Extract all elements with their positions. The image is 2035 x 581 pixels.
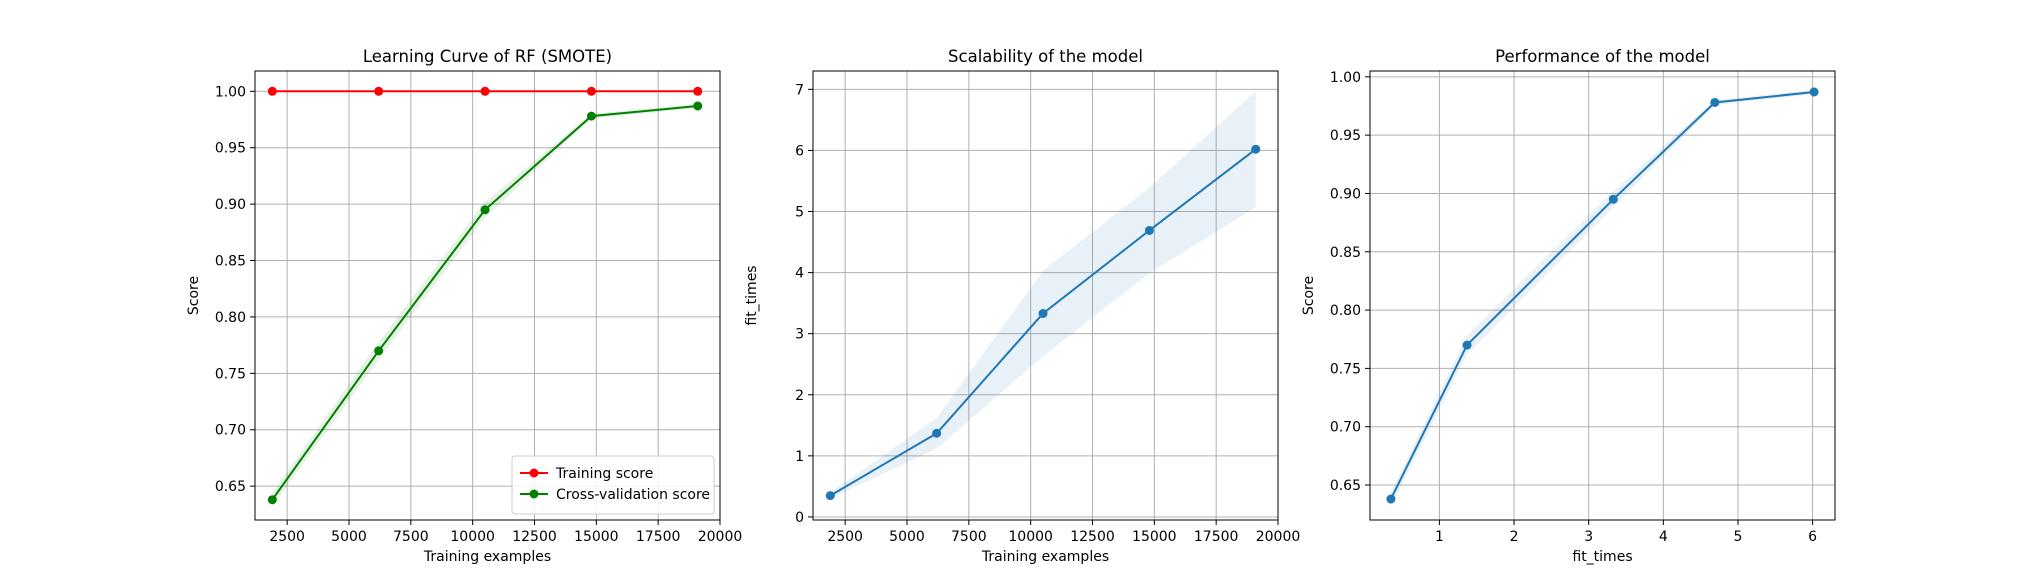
series-1-point — [1462, 340, 1472, 350]
y-tick-label: 0.90 — [215, 197, 246, 213]
x-tick-label: 20000 — [698, 529, 743, 545]
series-2-point — [586, 111, 596, 121]
series-1-line — [1390, 91, 1815, 500]
series-1-point — [374, 86, 384, 96]
x-tick-label: 2 — [1510, 529, 1519, 545]
y-tick-label: 1.00 — [1330, 70, 1361, 86]
chart-panel-3: 1 2 3 4 5 6 0.65 0.70 0.75 0.80 0.85 0.90 0.95 1.00 Pe… — [1301, 47, 1836, 565]
y-tick-label: 3 — [795, 327, 804, 343]
x-tick-label: 12500 — [1070, 529, 1115, 545]
series-1-point — [267, 86, 277, 96]
y-tick-label: 0.85 — [1330, 245, 1361, 261]
series-1-point — [932, 428, 942, 438]
x-axis-label: fit_times — [1572, 549, 1632, 565]
x-tick-label: 3 — [1584, 529, 1593, 545]
x-tick-label: 10000 — [450, 529, 495, 545]
y-axis-label: Score — [186, 276, 202, 315]
series-2-point — [374, 346, 384, 356]
series-1-point — [1809, 87, 1819, 97]
series-2-point — [693, 101, 703, 111]
y-tick-label: 5 — [795, 205, 804, 221]
legend-label: Training score — [555, 466, 653, 482]
y-tick-label: 0.70 — [1330, 420, 1361, 436]
y-tick-label: 0.85 — [215, 254, 246, 270]
series-2-point — [267, 495, 277, 505]
series-1-band — [830, 91, 1256, 499]
y-tick-label: 7 — [795, 82, 804, 98]
x-tick-label: 10000 — [1008, 529, 1053, 545]
x-tick-label: 2500 — [269, 529, 305, 545]
x-tick-label: 12500 — [512, 529, 557, 545]
legend-marker — [529, 489, 539, 499]
y-tick-label: 0.75 — [1330, 361, 1361, 377]
series-1-point — [1251, 144, 1261, 154]
y-tick-label: 0.65 — [215, 479, 246, 495]
series-2-line — [271, 105, 698, 501]
chart-title: Learning Curve of RF (SMOTE) — [363, 47, 612, 66]
y-tick-label: 0.95 — [1330, 128, 1361, 144]
x-tick-label: 15000 — [1132, 529, 1177, 545]
x-axis-label: Training examples — [423, 549, 551, 565]
y-tick-label: 2 — [795, 388, 804, 404]
y-tick-label: 6 — [795, 143, 804, 159]
plot-frame — [254, 70, 721, 521]
x-tick-label: 7500 — [393, 529, 429, 545]
y-tick-label: 0.90 — [1330, 186, 1361, 202]
y-axis-label: Score — [1301, 276, 1317, 315]
legend-box — [511, 455, 715, 515]
plot-frame — [1369, 70, 1836, 521]
legend: Training score Cross-validation score — [511, 455, 715, 515]
x-tick-label: 7500 — [951, 529, 987, 545]
plot-frame — [812, 70, 1279, 521]
y-tick-label: 0.70 — [215, 423, 246, 439]
legend-marker — [529, 468, 539, 478]
series-2-band — [272, 103, 698, 507]
series-1-band — [1390, 89, 1815, 506]
series-1-point — [1144, 225, 1154, 235]
series-2-point — [480, 205, 490, 215]
series-1-point — [693, 86, 703, 96]
series-1-point — [1386, 494, 1396, 504]
series-1-point — [825, 491, 835, 501]
x-tick-label: 2500 — [827, 529, 863, 545]
x-tick-label: 17500 — [1194, 529, 1239, 545]
y-tick-label: 4 — [795, 266, 804, 282]
y-tick-label: 1 — [795, 449, 804, 465]
y-axis-label: fit_times — [744, 265, 760, 325]
y-tick-label: 1.00 — [215, 84, 246, 100]
series-1-point — [586, 86, 596, 96]
y-tick-label: 0.95 — [215, 141, 246, 157]
series-1-point — [480, 86, 490, 96]
y-tick-label: 0 — [795, 510, 804, 526]
y-tick-label: 0.65 — [1330, 478, 1361, 494]
x-tick-label: 15000 — [574, 529, 619, 545]
y-tick-label: 0.80 — [1330, 303, 1361, 319]
x-axis-label: Training examples — [981, 549, 1109, 565]
y-tick-label: 0.75 — [215, 366, 246, 382]
x-tick-label: 20000 — [1256, 529, 1301, 545]
series-1-point — [1710, 97, 1720, 107]
chart-panel-1: 2500 5000 7500 10000 12500 15000 17500 20000 0.6… — [186, 47, 742, 565]
x-tick-label: 6 — [1808, 529, 1817, 545]
x-tick-label: 4 — [1659, 529, 1668, 545]
x-tick-label: 1 — [1435, 529, 1444, 545]
series-1-point — [1608, 194, 1618, 204]
series-1-point — [1038, 309, 1048, 319]
x-tick-label: 17500 — [636, 529, 681, 545]
x-tick-label: 5 — [1734, 529, 1743, 545]
x-tick-label: 5000 — [331, 529, 367, 545]
chart-title: Scalability of the model — [948, 47, 1143, 66]
x-tick-label: 5000 — [889, 529, 925, 545]
chart-panel-2: 2500 5000 7500 10000 12500 15000 17500 20000 0 1 2… — [744, 47, 1300, 565]
y-tick-label: 0.80 — [215, 310, 246, 326]
chart-title: Performance of the model — [1495, 47, 1710, 66]
legend-label: Cross-validation score — [556, 487, 710, 503]
